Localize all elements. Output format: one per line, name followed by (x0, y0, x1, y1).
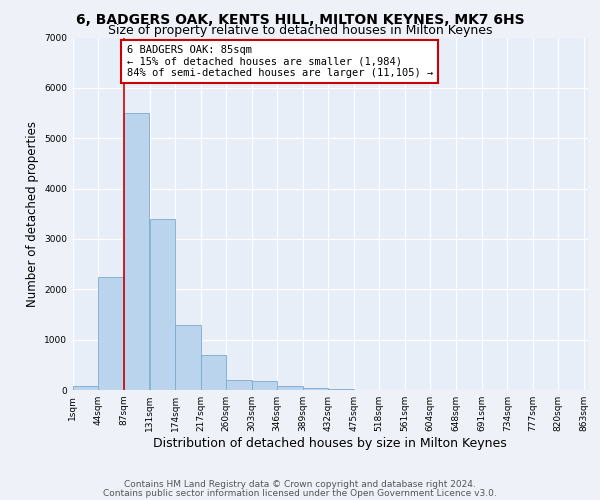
X-axis label: Distribution of detached houses by size in Milton Keynes: Distribution of detached houses by size … (153, 437, 507, 450)
Bar (175, 324, 201, 390)
Bar (124, 113, 149, 390)
Bar (252, 382, 277, 390)
Text: Contains public sector information licensed under the Open Government Licence v3: Contains public sector information licen… (103, 489, 497, 498)
Bar (226, 380, 252, 390)
Bar (328, 389, 354, 390)
Bar (73, 386, 98, 390)
Bar (277, 386, 303, 390)
Y-axis label: Number of detached properties: Number of detached properties (26, 120, 38, 306)
Bar (201, 355, 226, 390)
Text: Contains HM Land Registry data © Crown copyright and database right 2024.: Contains HM Land Registry data © Crown c… (124, 480, 476, 489)
Bar (303, 388, 328, 390)
Bar (98, 276, 124, 390)
Text: 6, BADGERS OAK, KENTS HILL, MILTON KEYNES, MK7 6HS: 6, BADGERS OAK, KENTS HILL, MILTON KEYNE… (76, 12, 524, 26)
Text: 6 BADGERS OAK: 85sqm
← 15% of detached houses are smaller (1,984)
84% of semi-de: 6 BADGERS OAK: 85sqm ← 15% of detached h… (127, 45, 433, 78)
Text: Size of property relative to detached houses in Milton Keynes: Size of property relative to detached ho… (108, 24, 492, 37)
Bar (149, 219, 175, 390)
